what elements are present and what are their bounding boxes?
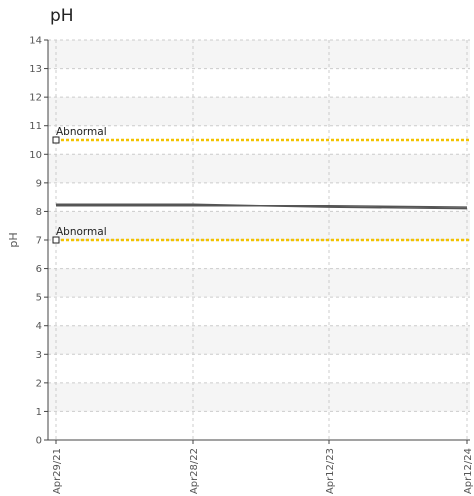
x-tick-label: Apr29/21 [52,448,63,494]
x-tick-label: Apr12/24 [463,448,474,494]
band-7 [48,211,470,240]
series-line-1 [56,204,468,208]
y-tick-label: 4 [36,321,42,332]
y-tick-label: 1 [36,407,42,418]
y-axis-title: pH [7,232,20,247]
x-tick-labels: Apr29/21 Apr28/22 Apr12/23 Apr12/24 [52,440,474,494]
y-tick-label: 0 [36,436,42,447]
series-lines [56,203,468,210]
y-tick-label: 8 [36,207,42,218]
y-tick-label: 9 [36,178,42,189]
reference-lines: Abnormal Abnormal [52,126,470,244]
reference-marker-1 [52,236,60,244]
band-11 [48,97,470,126]
reference-label-0: Abnormal [56,126,107,138]
y-tick-label: 2 [36,378,42,389]
band-3 [48,325,470,355]
y-tick-label: 12 [29,93,42,104]
y-tick-label: 5 [36,293,42,304]
reference-marker-0 [52,136,60,144]
band-9 [48,154,470,183]
grid-lines [48,39,470,440]
y-tick-label: 10 [29,150,42,161]
reference-label-1: Abnormal [56,226,107,238]
y-tick-label: 6 [36,264,42,275]
y-tick-label: 3 [36,350,42,361]
y-tick-label: 7 [36,236,42,247]
band-13 [48,40,470,69]
y-tick-label: 14 [29,36,42,47]
y-tick-label: 13 [29,64,42,75]
background-bands [48,40,470,412]
x-tick-label: Apr12/23 [325,448,336,494]
band-1 [48,382,470,412]
x-tick-label: Apr28/22 [189,448,200,494]
y-tick-label: 11 [29,121,42,132]
band-5 [48,268,470,298]
chart-title: pH [50,6,74,26]
